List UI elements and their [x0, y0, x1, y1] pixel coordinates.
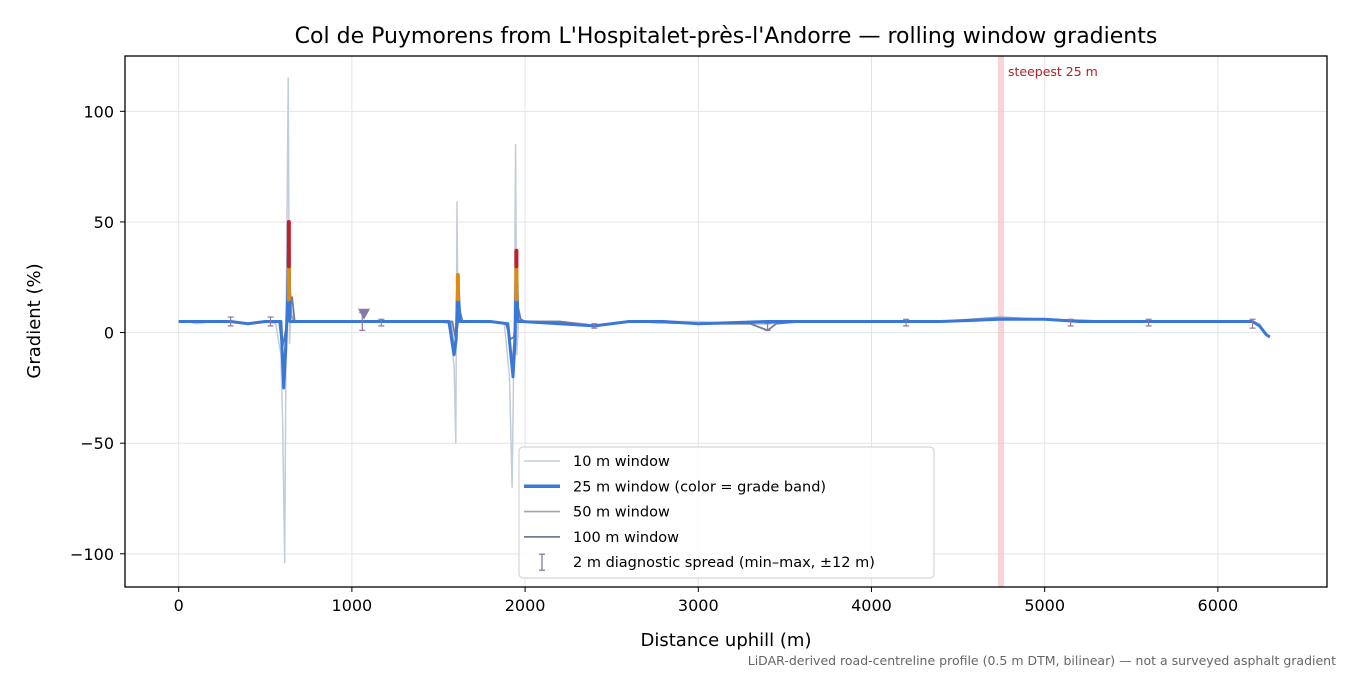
- diagnostic-errorbar: [1145, 318, 1152, 327]
- x-tick-label: 4000: [851, 596, 892, 615]
- steepest-highlight: steepest 25 m: [997, 56, 1098, 587]
- axis-ticks: 0 1000 2000 3000 4000 5000 6000 100 50 0 −50 −100: [70, 102, 1238, 615]
- x-tick-label: 6000: [1198, 596, 1239, 615]
- diagnostic-errorbar: [1067, 318, 1074, 327]
- diagnostic-errorbar: [227, 316, 234, 327]
- triangle-marker: [358, 308, 371, 320]
- x-tick-label: 1000: [332, 596, 373, 615]
- marker-layer: [358, 308, 371, 320]
- steepest-label: steepest 25 m: [1008, 64, 1098, 79]
- y-tick-label: 50: [94, 213, 114, 232]
- x-tick-label: 3000: [678, 596, 719, 615]
- legend: 10 m window 25 m window (color = grade ba…: [518, 446, 935, 579]
- legend-box: [518, 446, 935, 579]
- diagnostic-errorbar: [1249, 318, 1256, 329]
- y-axis-label: Gradient (%): [24, 263, 45, 378]
- diagnostic-errorbar: [764, 323, 771, 331]
- diagnostic-errorbar: [591, 323, 598, 329]
- x-tick-label: 0: [174, 596, 184, 615]
- legend-label: 10 m window: [573, 454, 670, 470]
- diagnostic-errorbar: [378, 318, 385, 327]
- y-tick-label: 100: [83, 102, 114, 121]
- series-layer: [178, 77, 1271, 564]
- legend-label: 2 m diagnostic spread (min–max, ±12 m): [573, 555, 875, 571]
- series-line-1: [178, 220, 1271, 390]
- legend-item: 50 m window: [524, 505, 670, 521]
- x-tick-label: 2000: [505, 596, 546, 615]
- plot-frame: [124, 55, 1328, 588]
- legend-item: 100 m window: [524, 530, 679, 546]
- chart-title: Col de Puymorens from L'Hospitalet-près-…: [295, 24, 1158, 49]
- legend-item: 2 m diagnostic spread (min–max, ±12 m): [539, 553, 875, 571]
- y-tick-label: −50: [80, 434, 114, 453]
- steepest-band: [997, 56, 1004, 587]
- legend-label: 100 m window: [573, 530, 679, 546]
- y-tick-label: −100: [70, 545, 114, 564]
- legend-item: 10 m window: [524, 454, 670, 470]
- y-tick-label: 0: [104, 324, 114, 343]
- legend-label: 25 m window (color = grade band): [573, 479, 826, 495]
- x-axis-label: Distance uphill (m): [641, 630, 812, 651]
- legend-label: 50 m window: [573, 505, 670, 521]
- footnote: LiDAR-derived road-centreline profile (0…: [748, 653, 1336, 668]
- legend-item: 25 m window (color = grade band): [524, 479, 826, 495]
- diagnostic-errorbar: [267, 316, 274, 327]
- x-tick-label: 5000: [1024, 596, 1065, 615]
- diagnostic-errorbar: [903, 318, 910, 327]
